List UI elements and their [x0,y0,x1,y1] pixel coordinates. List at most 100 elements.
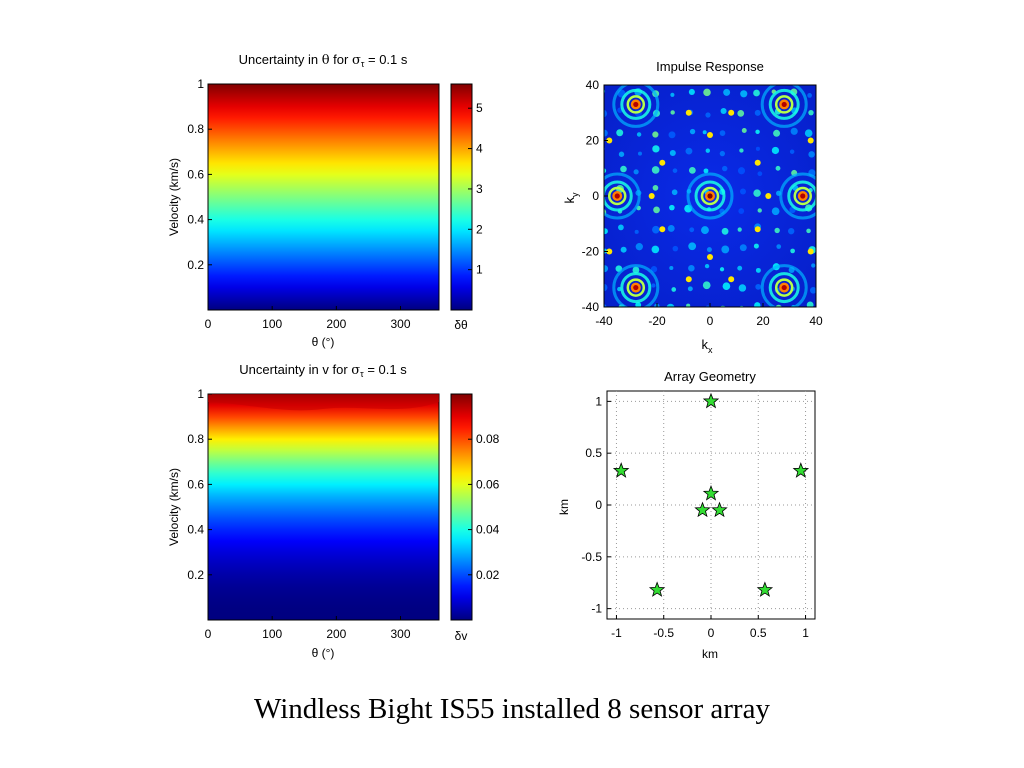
sidelobe [806,301,814,307]
colorbar-label: δθ [454,318,468,332]
sidelobe [652,131,659,138]
sidelobe [719,130,726,136]
x-tick-label: 0.5 [750,626,767,640]
peak [781,101,787,108]
sidelobe-peak [606,248,613,255]
sidelobe [651,283,656,288]
sidelobe [652,185,659,191]
y-tick-label: -1 [591,602,602,616]
sidelobe [774,227,780,234]
axes: 0 100 200 300 0.2 0.4 0.6 0.8 1 [187,387,411,641]
sidelobe-peak [648,193,655,199]
sidelobe [634,229,639,234]
sidelobe [755,146,760,151]
ring [760,264,808,307]
ring [779,172,816,220]
sidelobe [667,224,675,232]
ring [700,186,720,206]
sidelobe [635,301,642,307]
colorbar-ticks: 1 2 3 4 5 [468,101,483,277]
sidelobe-peak [707,131,713,138]
sidelobe [616,129,624,137]
colorbar-tick-label: 1 [476,263,483,277]
x-tick-label: 100 [262,627,282,641]
ring [626,278,646,297]
colorbar-tick-label: 2 [476,222,483,236]
sidelobe [688,88,695,96]
ring [620,88,652,120]
y-axis-label: Velocity (km/s) [167,468,181,546]
ring [793,186,812,206]
sidelobe [775,165,781,171]
x-tick-label: 100 [262,317,282,331]
sidelobe-peak [606,137,613,144]
y-tick-label: -20 [582,245,600,259]
sidelobe [755,129,760,135]
colorbar [450,83,473,311]
colorbar-tick-label: 0.04 [476,523,500,537]
sidelobe [775,304,782,307]
sidelobe [705,112,711,118]
sidelobe-peak [765,193,772,199]
sidelobe [809,287,816,294]
x-tick-label: 1 [802,626,809,640]
sidelobe [671,287,677,292]
x-tick-label: 0 [205,317,212,331]
sidelobe [618,224,624,231]
sensor-star-marker [702,484,720,501]
y-tick-label: 0.6 [187,167,204,181]
y-axis-label: ky [562,192,580,204]
ring [760,85,808,128]
sidelobe [738,208,745,214]
ring [768,272,800,304]
sidelobe [757,171,763,177]
sidelobe [754,109,761,116]
y-tick-label: -40 [582,300,600,314]
sidelobe [688,242,697,251]
y-tick-label: 40 [586,78,600,92]
x-tick-label: -1 [611,626,622,640]
sidelobe [687,286,693,292]
sidelobe [790,127,798,135]
sidelobe [790,248,795,254]
sensor-star-marker [711,501,728,518]
sidelobe-peak [754,226,761,233]
ring [774,95,794,114]
sidelobe [703,168,709,174]
sidelobe [753,89,760,97]
sidelobe [652,225,660,234]
ring [604,180,633,212]
sidelobe [604,168,607,174]
peak [707,193,713,199]
sidelobe [705,148,710,153]
colorbar-label: δv [455,629,468,643]
sidelobe [669,204,675,211]
y-axis-label: km [557,499,571,515]
sidelobe [807,93,812,98]
sidelobe [721,227,729,235]
colorbar-tick-label: 0.02 [476,568,500,582]
y-tick-label: 0.4 [187,213,204,227]
y-tick-label: 0.6 [187,477,204,491]
ring [774,278,794,297]
x-axis-label: kx [702,337,714,355]
sidelobe [811,263,816,268]
sidelobe [741,128,747,133]
y-tick-label: 0.8 [187,122,204,136]
sidelobe [702,130,707,135]
sidelobe [737,227,742,232]
chart-title: Impulse Response [656,59,764,74]
sidelobe [633,169,639,175]
sidelobe [635,243,643,251]
ring [626,95,646,114]
x-tick-label: 300 [390,627,410,641]
sidelobe [688,264,695,272]
sensor-star-marker [702,392,720,409]
impulse-pattern [604,85,816,307]
sidelobe [688,166,696,174]
peak [800,193,806,199]
sidelobe [604,228,608,235]
sidelobe [653,206,660,214]
peak [633,101,639,108]
ring [604,172,641,220]
